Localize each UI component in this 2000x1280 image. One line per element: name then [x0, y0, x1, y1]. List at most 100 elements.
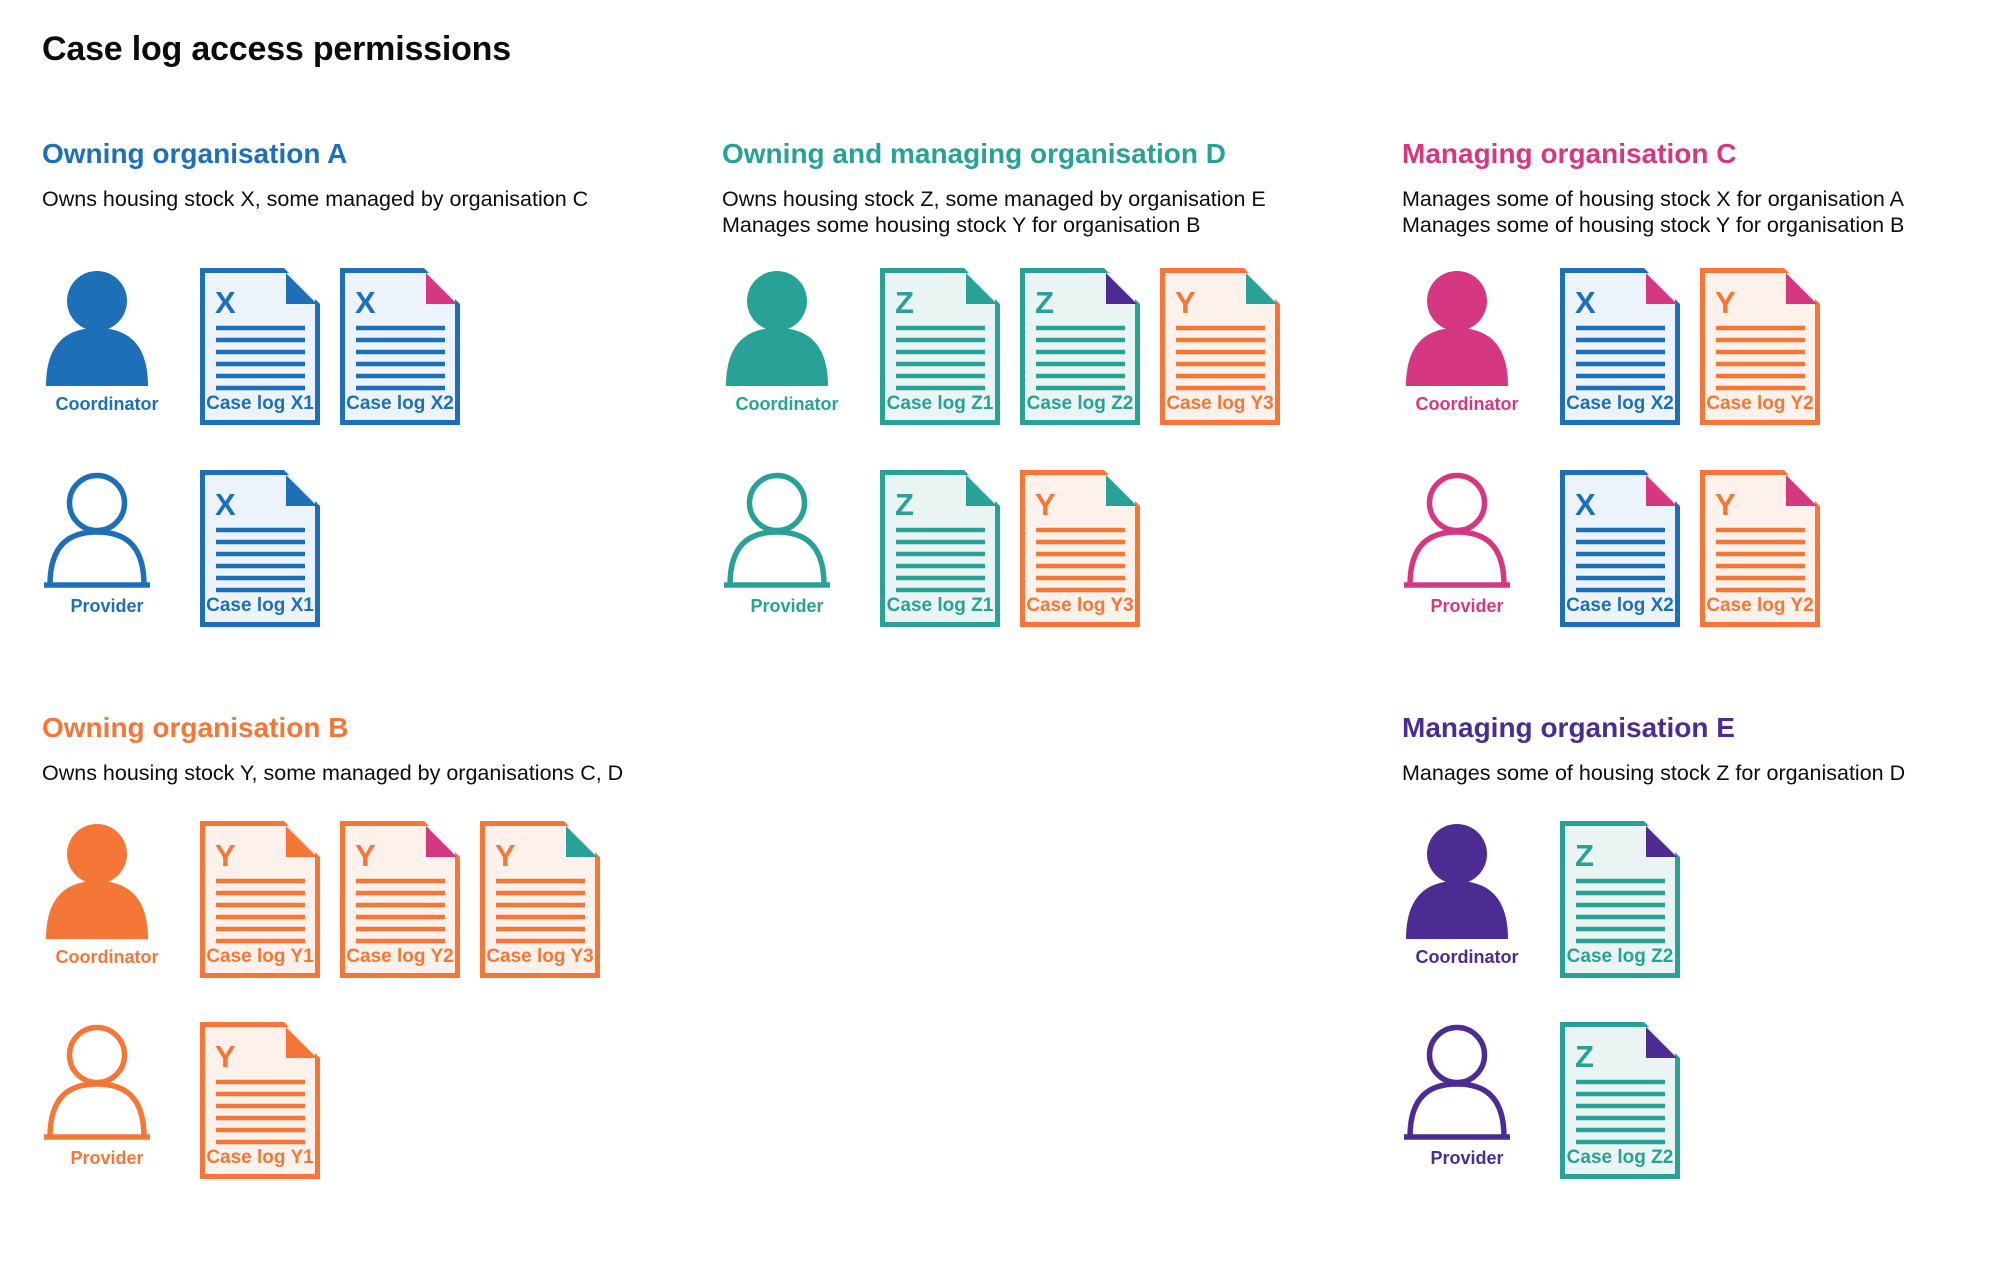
page-title: Case log access permissions: [42, 30, 511, 68]
doc-stock-letter: Z: [1035, 285, 1054, 320]
doc-fold-icon: [1106, 475, 1137, 506]
provider-row: Provider X Case log X2 Y Case log Y2: [1402, 470, 2000, 670]
org-section-a: Owning organisation A Owns housing stock …: [42, 138, 702, 698]
org-description: Owns housing stock Z, some managed by or…: [722, 186, 1266, 238]
doc-fold-icon: [286, 1027, 317, 1058]
provider-label: Provider: [1430, 596, 1504, 616]
coordinator-row: Coordinator Z Case log Z1 Z Case log Z2 Y Case…: [722, 268, 1382, 468]
org-description-line: Owns housing stock X, some managed by or…: [42, 187, 589, 211]
doc-label: Case log X1: [206, 595, 314, 616]
case-log-doc: Z Case log Z1: [880, 470, 1000, 627]
case-log-doc: X Case log X2: [340, 268, 460, 425]
org-section-c: Managing organisation C Manages some of h…: [1402, 138, 2000, 698]
doc-fold-icon: [966, 475, 997, 506]
doc-label: Case log Z2: [1567, 1147, 1674, 1168]
doc-stock-letter: Y: [215, 838, 236, 873]
doc-fold-icon: [1646, 826, 1677, 857]
org-heading: Managing organisation E: [1402, 712, 1735, 743]
org-heading: Owning and managing organisation D: [722, 138, 1227, 169]
doc-fold-icon: [286, 273, 317, 304]
coordinator-person-icon: [1406, 271, 1508, 386]
coordinator-label: Coordinator: [1415, 947, 1519, 967]
case-log-doc: Y Case log Y1: [200, 821, 320, 978]
doc-stock-letter: Y: [215, 1039, 236, 1074]
doc-label: Case log X2: [1566, 595, 1674, 616]
doc-page: [1160, 268, 1280, 425]
org-description-line: Manages some of housing stock Z for orga…: [1402, 761, 1906, 785]
doc-stock-letter: Z: [895, 487, 914, 522]
doc-fold-icon: [966, 273, 997, 304]
doc-fold-icon: [286, 475, 317, 506]
doc-page: [200, 1022, 320, 1179]
doc-label: Case log Y1: [206, 946, 314, 967]
case-log-doc: Y Case log Y1: [200, 1022, 320, 1179]
doc-stock-letter: Y: [495, 838, 516, 873]
doc-label: Case log Y3: [1026, 595, 1133, 616]
provider-label: Provider: [70, 596, 144, 616]
provider-person-icon: [1404, 1024, 1510, 1140]
doc-fold-icon: [1106, 273, 1137, 304]
provider-label: Provider: [750, 596, 824, 616]
doc-fold-icon: [566, 826, 597, 857]
doc-stock-letter: Y: [1175, 285, 1196, 320]
case-log-doc: X Case log X2: [1560, 470, 1680, 627]
case-log-doc: Y Case log Y3: [1160, 268, 1280, 425]
doc-label: Case log Y1: [206, 1147, 314, 1168]
doc-stock-letter: Z: [1575, 1039, 1594, 1074]
doc-stock-letter: Y: [1715, 487, 1736, 522]
doc-stock-letter: X: [355, 285, 376, 320]
doc-label: Case log X2: [346, 393, 454, 414]
case-log-doc: Y Case log Y3: [480, 821, 600, 978]
org-description-line: Manages some housing stock Y for organis…: [722, 213, 1201, 237]
coordinator-label: Coordinator: [1415, 394, 1519, 414]
doc-stock-letter: Y: [1035, 487, 1056, 522]
coordinator-label: Coordinator: [55, 394, 159, 414]
doc-stock-letter: X: [215, 285, 236, 320]
doc-label: Case log Z2: [1027, 393, 1134, 414]
doc-label: Case log Y3: [1166, 393, 1273, 414]
doc-fold-icon: [1246, 273, 1277, 304]
org-heading: Owning organisation A: [42, 138, 348, 169]
org-description: Owns housing stock X, some managed by or…: [42, 186, 588, 212]
doc-label: Case log Z1: [887, 595, 994, 616]
case-log-doc: X Case log X2: [1560, 268, 1680, 425]
coordinator-row: Coordinator X Case log X2 Y Case log Y2: [1402, 268, 2000, 468]
doc-stock-letter: Z: [895, 285, 914, 320]
coordinator-label: Coordinator: [735, 394, 839, 414]
doc-stock-letter: Y: [1715, 285, 1736, 320]
coordinator-person-icon: [46, 824, 148, 939]
org-description: Manages some of housing stock X for orga…: [1402, 186, 1904, 238]
provider-person-icon: [724, 472, 830, 588]
org-description-line: Owns housing stock Y, some managed by or…: [42, 761, 624, 785]
case-log-doc: Z Case log Z2: [1560, 821, 1680, 978]
coordinator-label: Coordinator: [55, 947, 159, 967]
coordinator-person-icon: [46, 271, 148, 386]
case-log-doc: Y Case log Y2: [1700, 470, 1820, 627]
doc-label: Case log X1: [206, 393, 314, 414]
org-heading: Managing organisation C: [1402, 138, 1737, 169]
org-section-e: Managing organisation E Manages some of h…: [1402, 712, 2000, 1272]
case-log-doc: Z Case log Z1: [880, 268, 1000, 425]
provider-label: Provider: [70, 1148, 144, 1168]
doc-fold-icon: [286, 826, 317, 857]
coordinator-row: Coordinator Z Case log Z2: [1402, 821, 2000, 1021]
doc-label: Case log Y2: [346, 946, 453, 967]
doc-fold-icon: [1786, 273, 1817, 304]
org-description-line: Manages some of housing stock X for orga…: [1402, 187, 1904, 211]
coordinator-person-icon: [1406, 824, 1508, 939]
doc-stock-letter: Y: [355, 838, 376, 873]
org-section-d: Owning and managing organisation D Owns h…: [722, 138, 1382, 698]
doc-label: Case log Y3: [486, 946, 593, 967]
doc-fold-icon: [426, 826, 457, 857]
provider-row: Provider Z Case log Z2: [1402, 1022, 2000, 1222]
doc-label: Case log Z1: [887, 393, 994, 414]
case-log-doc: X Case log X1: [200, 268, 320, 425]
doc-stock-letter: X: [215, 487, 236, 522]
doc-label: Case log X2: [1566, 393, 1674, 414]
provider-row: Provider Y Case log Y1: [42, 1022, 702, 1222]
doc-fold-icon: [1786, 475, 1817, 506]
doc-stock-letter: X: [1575, 285, 1596, 320]
case-log-doc: Z Case log Z2: [1020, 268, 1140, 425]
case-log-doc: Y Case log Y2: [1700, 268, 1820, 425]
